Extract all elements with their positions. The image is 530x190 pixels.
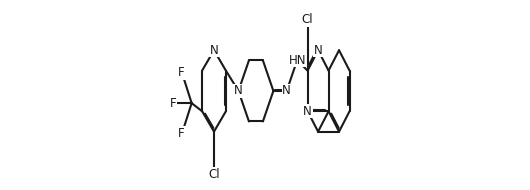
Text: N: N <box>282 84 291 97</box>
Text: F: F <box>170 97 176 110</box>
Text: N: N <box>303 105 312 118</box>
Text: F: F <box>178 66 185 79</box>
Text: HN: HN <box>288 54 306 67</box>
Text: N: N <box>210 44 218 57</box>
Text: Cl: Cl <box>208 168 220 181</box>
Text: N: N <box>314 44 322 57</box>
Text: Cl: Cl <box>302 13 313 26</box>
Text: F: F <box>178 127 185 140</box>
Text: N: N <box>234 84 243 97</box>
